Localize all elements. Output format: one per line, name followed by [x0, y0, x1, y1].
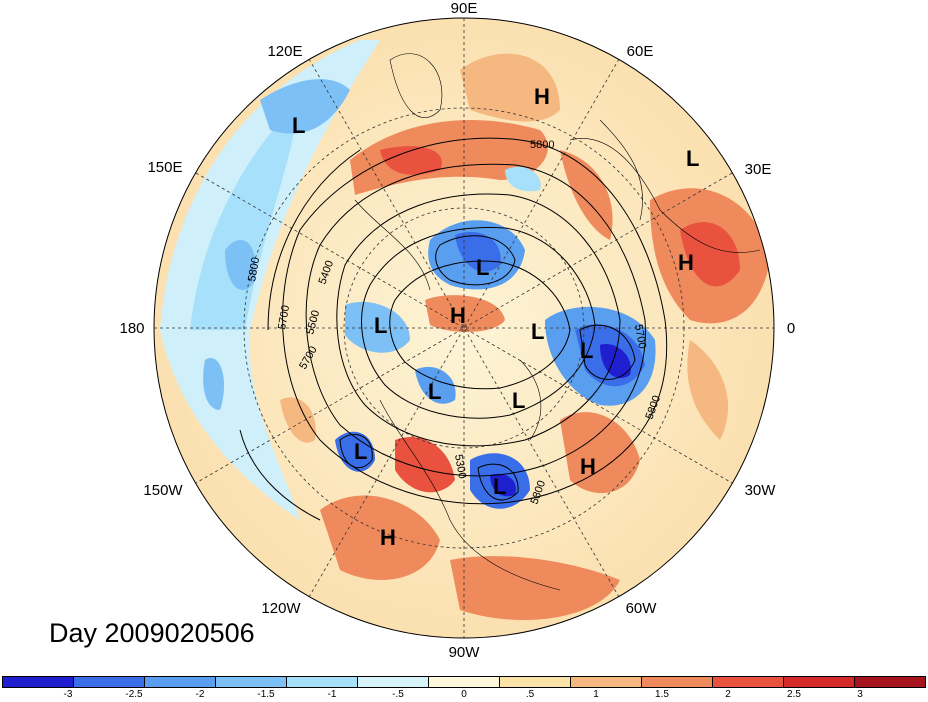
contour-label: 5700: [276, 304, 292, 330]
colorbar-tick-label: 0: [461, 689, 467, 700]
contour-label: 5800: [246, 256, 262, 282]
lon-label-150e: 150E: [147, 159, 182, 176]
colorbar-segment: [784, 677, 855, 687]
colorbar-segment: [145, 677, 216, 687]
colorbar-tick-label: -2.5: [125, 689, 143, 700]
lon-label-0: 0: [787, 320, 795, 337]
colorbar-segment: [642, 677, 713, 687]
contour-label: 5300: [452, 453, 468, 479]
low-center: L: [374, 313, 387, 338]
colorbar-ticks: -3 -2.5 -2 -1.5 -1 -.5 0 .5 1 1.5 2 2.5 3: [2, 689, 926, 701]
colorbar-segment: [358, 677, 429, 687]
lon-label-150w: 150W: [143, 482, 183, 499]
low-center: L: [428, 379, 441, 404]
lon-label-120w: 120W: [261, 600, 301, 617]
lon-label-30w: 30W: [745, 482, 777, 499]
lon-label-30e: 30E: [745, 161, 772, 178]
colorbar-segment: [429, 677, 500, 687]
lon-label-90e: 90E: [451, 0, 478, 17]
colorbar-segment: [216, 677, 287, 687]
colorbar-segment: [3, 677, 74, 687]
low-center: L: [354, 439, 367, 464]
colorbar-segment: [571, 677, 642, 687]
contour-label: 5800: [530, 139, 554, 151]
longitude-labels: 90E 60E 30E 0 30W 60W 90W 120W 150W 180 …: [119, 0, 795, 661]
high-center: H: [450, 303, 466, 328]
colorbar-segment: [74, 677, 145, 687]
lon-label-90w: 90W: [449, 644, 481, 661]
colorbar-tick-label: -1: [327, 689, 337, 700]
lon-label-60w: 60W: [626, 600, 658, 617]
colorbar-segment: [855, 677, 925, 687]
high-center: H: [534, 84, 550, 109]
low-center: L: [493, 474, 506, 499]
colorbar-tick-label: 2.5: [787, 689, 801, 700]
height-contours: [239, 137, 668, 521]
colorbar-tick-label: -2: [195, 689, 205, 700]
low-center: L: [686, 146, 699, 171]
high-center: H: [380, 525, 396, 550]
colorbar-tick-label: .5: [525, 689, 535, 700]
low-center: L: [292, 113, 305, 138]
map-title: Day 2009020506: [49, 618, 255, 648]
lon-label-120e: 120E: [267, 43, 302, 60]
low-center: L: [531, 319, 544, 344]
colorbar-segment: [287, 677, 358, 687]
colorbar-segment: [500, 677, 571, 687]
map-border: [153, 17, 775, 639]
low-center: L: [512, 388, 525, 413]
colorbar-tick-label: -3: [63, 689, 73, 700]
high-center: H: [678, 250, 694, 275]
low-center: L: [580, 338, 593, 363]
pressure-centers: L H L H L L H L L L L L H L H: [292, 84, 699, 550]
colorbar: [2, 676, 926, 688]
colorbar-tick-label: -1.5: [257, 689, 275, 700]
coastlines: [354, 53, 761, 591]
low-center: L: [476, 255, 489, 280]
lon-label-60e: 60E: [627, 43, 654, 60]
contour-label: 5700: [632, 323, 648, 349]
colorbar-tick-label: 3: [857, 689, 863, 700]
high-center: H: [580, 454, 596, 479]
lon-label-180: 180: [119, 320, 144, 337]
meridian-lines: [154, 18, 774, 638]
colorbar-tick-label: -.5: [392, 689, 404, 700]
colorbar-tick-label: 1: [593, 689, 599, 700]
colorbar-segment: [713, 677, 784, 687]
colorbar-tick-label: 2: [725, 689, 731, 700]
colorbar-tick-label: 1.5: [655, 689, 669, 700]
